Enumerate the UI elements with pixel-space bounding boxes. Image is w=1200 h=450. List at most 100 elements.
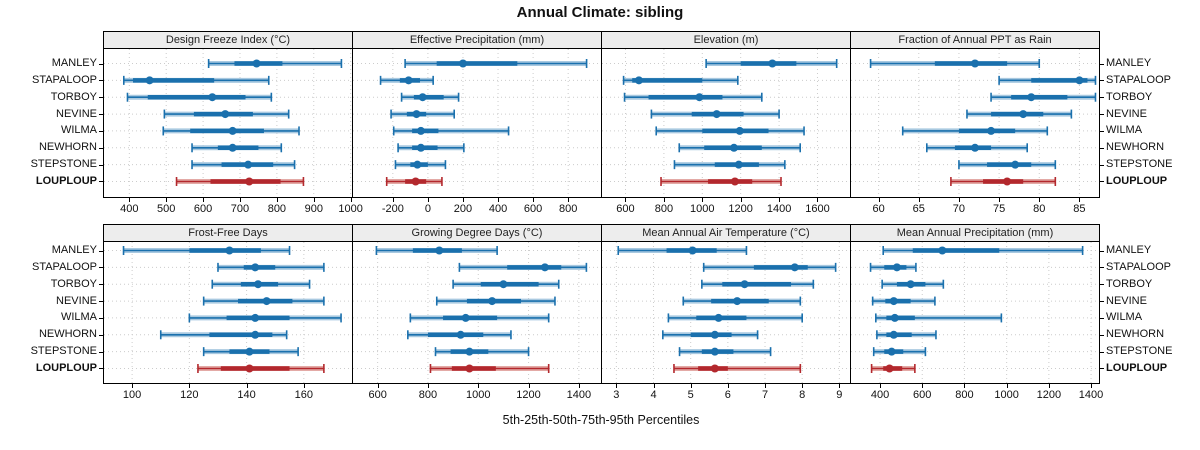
x-tick-label: 700: [230, 203, 250, 215]
x-tick: [246, 384, 248, 388]
median-dot-torboy: [208, 93, 217, 102]
x-tick-label: 6: [724, 389, 731, 401]
median-dot-wilma: [987, 126, 996, 135]
x-tick-label: 1000: [338, 203, 363, 215]
row-tick-left: [99, 97, 103, 99]
x-tick-label: 1200: [516, 389, 541, 401]
panel-header-growing-degree-days-c: Growing Degree Days (°C): [352, 224, 602, 242]
x-tick-label: 1200: [728, 203, 753, 215]
site-label-right-louploup: LOUPLOUP: [1106, 174, 1168, 187]
median-dot-louploup: [411, 177, 420, 186]
median-dot-stepstone: [1011, 160, 1020, 169]
x-tick: [568, 198, 570, 202]
x-tick-label: 75: [992, 203, 1006, 215]
x-tick: [880, 384, 882, 388]
site-label-right-stapaloop: STAPALOOP: [1106, 73, 1172, 86]
site-label-left-louploup: LOUPLOUP: [35, 361, 97, 374]
x-tick: [727, 384, 729, 388]
x-tick: [999, 198, 1001, 202]
x-tick: [578, 384, 580, 388]
row-tick-left: [99, 147, 103, 149]
row-tick-left: [99, 351, 103, 353]
x-tick-label: 65: [912, 203, 925, 215]
x-tick: [702, 198, 704, 202]
x-tick-label: 800: [955, 389, 974, 401]
x-tick: [392, 198, 394, 202]
median-dot-manley: [768, 59, 777, 68]
x-tick: [740, 198, 742, 202]
median-dot-stepstone: [887, 347, 896, 356]
median-dot-manley: [458, 59, 467, 68]
median-dot-wilma: [890, 313, 899, 322]
median-dot-stepstone: [413, 160, 422, 169]
site-label-right-stepstone: STEPSTONE: [1106, 158, 1173, 171]
row-tick-left: [99, 130, 103, 132]
row-tick-right: [1100, 130, 1104, 132]
panel-plot-growing-degree-days-c: [352, 241, 602, 384]
panel-plot-design-freeze-index-c: [103, 48, 353, 198]
x-tick: [203, 198, 205, 202]
x-tick-label: 8: [799, 389, 806, 401]
row-tick-left: [99, 164, 103, 166]
x-tick-label: 800: [558, 203, 578, 215]
site-label-left-stapaloop: STAPALOOP: [31, 73, 97, 86]
site-label-left-torboy: TORBOY: [50, 90, 97, 103]
row-tick-left: [99, 267, 103, 269]
panel-header-mean-annual-air-temperature-c: Mean Annual Air Temperature (°C): [601, 224, 851, 242]
x-tick: [189, 384, 191, 388]
x-tick: [427, 384, 429, 388]
x-tick: [817, 198, 819, 202]
x-tick-label: 1400: [766, 203, 792, 215]
site-label-right-torboy: TORBOY: [1106, 277, 1153, 290]
median-dot-stepstone: [245, 347, 254, 356]
row-tick-left: [99, 284, 103, 286]
median-dot-louploup: [1003, 177, 1012, 186]
x-tick: [528, 384, 530, 388]
x-tick-label: 140: [237, 389, 256, 401]
x-tick-label: 60: [872, 203, 885, 215]
median-dot-wilma: [461, 313, 470, 322]
x-tick-label: 800: [267, 203, 287, 215]
row-tick-right: [1100, 284, 1104, 286]
median-dot-newhorn: [729, 143, 738, 152]
median-dot-newhorn: [971, 143, 979, 152]
median-dot-stapaloop: [892, 263, 901, 272]
median-dot-nevine: [488, 297, 497, 306]
median-dot-nevine: [221, 110, 230, 119]
panel-plot-elevation-m: [601, 48, 851, 198]
x-tick-label: 7: [761, 389, 769, 401]
site-label-left-torboy: TORBOY: [50, 277, 97, 290]
x-tick-label: 100: [122, 389, 142, 401]
median-dot-nevine: [733, 297, 742, 306]
x-tick: [313, 198, 315, 202]
row-tick-left: [99, 301, 103, 303]
row-tick-right: [1100, 250, 1104, 252]
x-tick-label: 600: [368, 389, 387, 401]
x-tick: [616, 384, 618, 388]
site-label-right-stapaloop: STAPALOOP: [1106, 260, 1172, 273]
median-dot-stepstone: [734, 160, 743, 169]
x-tick: [779, 198, 781, 202]
panel-plot-fraction-of-annual-ppt-as-rain: [850, 48, 1100, 198]
median-dot-louploup: [245, 364, 254, 373]
median-dot-stapaloop: [404, 76, 413, 85]
median-dot-torboy: [418, 93, 427, 102]
row-tick-left: [99, 181, 103, 183]
row-tick-right: [1100, 181, 1104, 183]
x-tick: [239, 198, 241, 202]
x-tick-label: 1200: [1036, 389, 1062, 401]
x-tick-label: 1000: [690, 203, 715, 215]
median-dot-torboy: [1027, 93, 1036, 102]
median-dot-manley: [252, 59, 261, 68]
panel-header-fraction-of-annual-ppt-as-rain: Fraction of Annual PPT as Rain: [850, 31, 1100, 49]
x-tick-label: 400: [488, 203, 508, 215]
site-label-right-wilma: WILMA: [1106, 124, 1143, 137]
site-label-left-stapaloop: STAPALOOP: [31, 260, 97, 273]
row-tick-right: [1100, 147, 1104, 149]
median-dot-wilma: [251, 313, 260, 322]
median-dot-louploup: [465, 364, 474, 373]
x-tick: [533, 198, 535, 202]
median-dot-torboy: [254, 280, 263, 289]
median-dot-wilma: [416, 126, 425, 135]
row-tick-right: [1100, 351, 1104, 353]
